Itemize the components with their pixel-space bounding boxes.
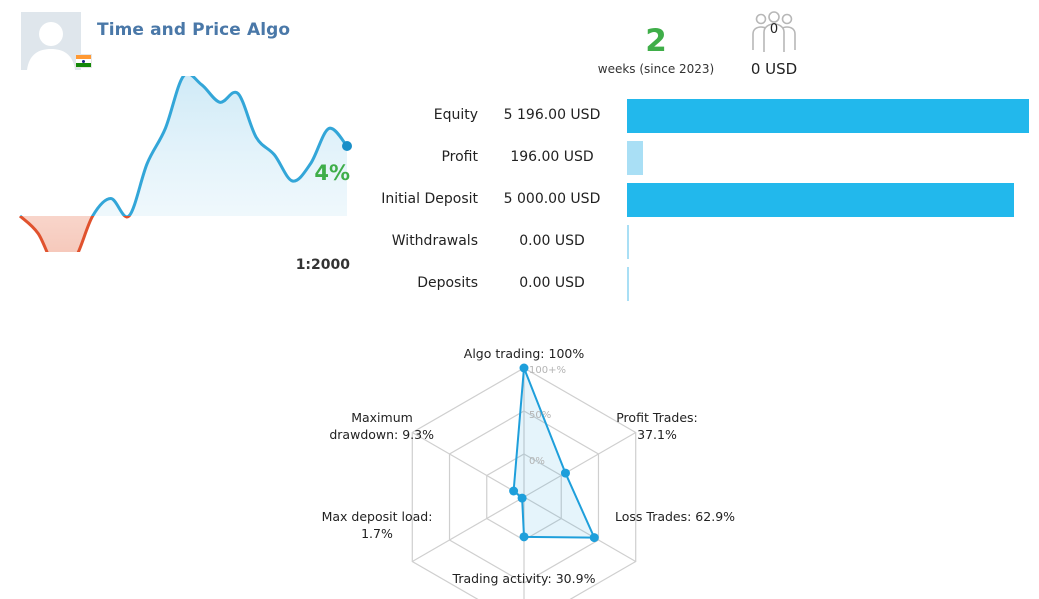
radar-axis: [411, 496, 525, 563]
balance-row-withdrawals: Withdrawals 0.00 USD: [360, 225, 1039, 259]
radar-axis: [411, 431, 525, 498]
balance-bar: [627, 99, 1029, 133]
balance-label: Initial Deposit: [381, 191, 478, 207]
radar-data-polygon: [512, 367, 596, 539]
growth-area-negative: [20, 216, 347, 252]
balance-row-initial-deposit: Initial Deposit 5 000.00 USD: [360, 183, 1039, 217]
growth-end-point: [342, 141, 352, 151]
radar-axis: [523, 431, 637, 498]
balance-label: Withdrawals: [391, 233, 478, 249]
balance-value: 196.00 USD: [510, 149, 594, 165]
user-avatar-icon[interactable]: [21, 12, 81, 70]
radar-label-maximum-drawdown: Maximum drawdown: 9.3%: [329, 410, 434, 442]
radar-point: [509, 486, 519, 496]
growth-area-positive: [20, 76, 347, 216]
radar-label-algo-trading: Algo trading: 100%: [464, 346, 585, 361]
subscribers-fee: 0 USD: [750, 60, 798, 78]
radar-scale-label: 0%: [529, 456, 545, 467]
balance-bar: [627, 141, 643, 175]
balance-value: 0.00 USD: [519, 275, 585, 291]
balance-row-profit: Profit 196.00 USD: [360, 141, 1039, 175]
weeks-value: 2: [645, 23, 667, 59]
india-flag-icon: [75, 54, 92, 68]
balance-label: Profit: [441, 149, 478, 165]
balance-value: 5 196.00 USD: [503, 107, 601, 123]
radar-label-loss-trades: Loss Trades: 62.9%: [615, 509, 735, 524]
leverage-value: 1:2000: [295, 257, 350, 273]
radar-scale-label: 100+%: [529, 365, 566, 376]
subscribers-icon: [750, 10, 798, 54]
balance-label: Deposits: [417, 275, 478, 291]
balance-label: Equity: [433, 107, 478, 123]
weeks-label: weeks (since 2023): [597, 62, 715, 76]
balance-bar: [627, 267, 629, 301]
radar-label-max-deposit-load: Max deposit load: 1.7%: [322, 509, 433, 541]
growth-percent: 4%: [314, 161, 350, 185]
radar-point: [519, 532, 529, 542]
signal-name[interactable]: Time and Price Algo: [97, 20, 291, 40]
balance-bar: [627, 225, 629, 259]
balance-row-deposits: Deposits 0.00 USD: [360, 267, 1039, 301]
radar-label-profit-trades: Profit Trades: 37.1%: [616, 410, 698, 442]
balance-value: 5 000.00 USD: [503, 191, 601, 207]
subscribers-count: 0: [769, 22, 779, 37]
balance-value: 0.00 USD: [519, 233, 585, 249]
radar-point: [519, 363, 529, 373]
radar-axis: [523, 496, 637, 563]
radar-chart: 100+% 50% 0% Algo trading: 100% Profit Trad…: [322, 346, 735, 599]
radar-label-trading-activity: Trading activity: 30.9%: [452, 571, 596, 586]
radar-point: [560, 468, 570, 478]
growth-line-positive: [20, 76, 349, 216]
growth-chart: [18, 76, 352, 252]
balance-bar: [627, 183, 1014, 217]
radar-scale-label: 50%: [529, 410, 551, 421]
radar-point: [517, 493, 527, 503]
balance-row-equity: Equity 5 196.00 USD: [360, 99, 1039, 133]
radar-point: [589, 533, 599, 543]
